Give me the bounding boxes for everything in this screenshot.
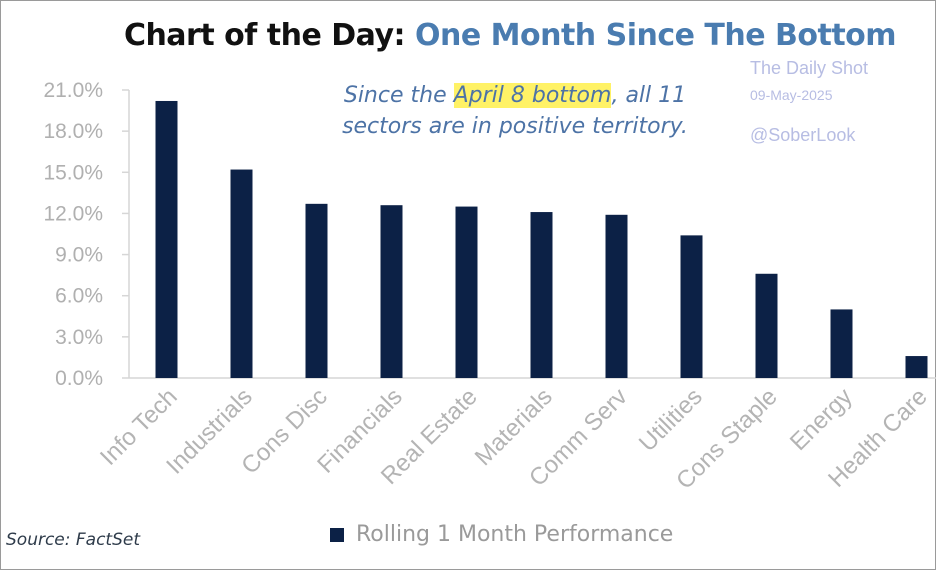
bar [905,356,928,378]
bars [155,100,928,378]
y-tick-label: 3.0% [55,326,103,349]
watermark: The Daily Shot 09-May-2025 @SoberLook [750,58,868,146]
y-tick-label: 0.0% [55,367,103,390]
annotation-text-end: , all 11 sectors are in positive territo… [342,83,688,139]
source-note: Source: FactSet [6,530,141,550]
watermark-handle: @SoberLook [750,125,856,145]
annotation-text-start: Since the [343,83,454,108]
y-tick-label: 6.0% [55,285,103,308]
bar [530,212,553,378]
legend: Rolling 1 Month Performance [330,522,673,547]
x-tick-label: Energy [785,383,858,456]
title-prefix: Chart of the Day: [123,18,406,53]
watermark-name: The Daily Shot [750,58,869,78]
bar [830,309,853,378]
bar [455,206,478,378]
y-axis: 0.0% 3.0% 6.0% 9.0% 12.0% 15.0% 18.0% 21.0% [43,79,936,390]
chart-annotation: Since the April 8 bottom, all 11 sectors… [330,80,700,142]
y-tick-label: 18.0% [43,120,103,143]
bar [305,203,328,378]
watermark-date: 09-May-2025 [750,87,833,103]
y-tick-label: 12.0% [43,202,103,225]
legend-swatch [330,527,344,542]
y-tick-label: 21.0% [43,79,103,102]
x-tick-label: Utilities [634,383,708,457]
title-main: One Month Since The Bottom [414,18,897,53]
y-tick-label: 9.0% [55,244,103,267]
bar [605,214,628,378]
bar [755,273,778,378]
bar [230,169,253,378]
bar [380,205,403,378]
annotation-highlight: April 8 bottom [453,83,612,108]
chart-title: Chart of the Day: One Month Since The Bo… [0,18,936,53]
bar [155,100,178,378]
y-tick-label: 15.0% [43,161,103,184]
legend-label: Rolling 1 Month Performance [356,522,674,547]
bar [680,235,703,378]
